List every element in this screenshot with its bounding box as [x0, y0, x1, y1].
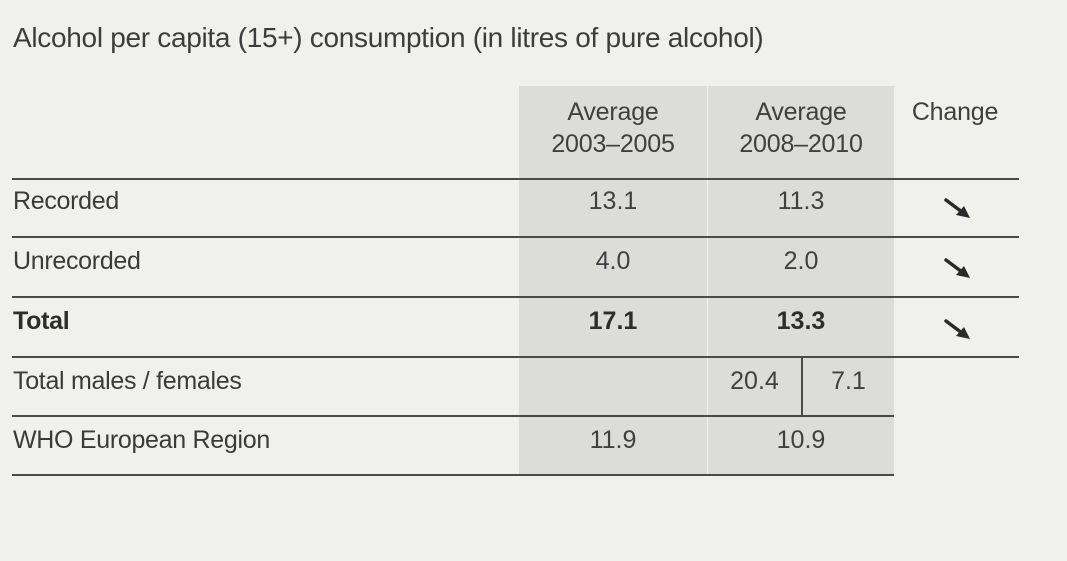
page-title: Alcohol per capita (15+) consumption (in… [13, 22, 764, 53]
row-label: WHO European Region [13, 426, 270, 454]
value-males: 20.4 [730, 367, 779, 395]
column-shade-2003-2005 [519, 86, 707, 476]
value-2008-2010: 2.0 [783, 247, 819, 275]
row-label: Recorded [13, 187, 119, 215]
value-females: 7.1 [831, 367, 866, 395]
down-right-arrow-icon [940, 317, 980, 350]
down-right-arrow-icon [940, 256, 980, 289]
rule-total [12, 356, 1019, 358]
row-label: Total [13, 307, 70, 335]
rule-who [12, 474, 894, 476]
rule-recorded [12, 236, 1019, 238]
rule-unrecorded [12, 296, 1019, 298]
header-average-2003-2005: Average 2003–2005 [551, 98, 675, 158]
header-change: Change [911, 98, 999, 126]
row-label: Unrecorded [13, 247, 141, 275]
value-2008-2010: 10.9 [776, 426, 826, 454]
value-2003-2005: 17.1 [588, 307, 638, 335]
down-right-arrow-icon [940, 196, 980, 229]
value-2003-2005: 4.0 [595, 247, 631, 275]
value-2003-2005: 11.9 [589, 426, 637, 454]
rule-males-females [12, 415, 894, 417]
row-label: Total males / females [13, 367, 242, 395]
rule-header [12, 178, 1019, 180]
value-2003-2005: 13.1 [588, 187, 638, 215]
header-average-2008-2010: Average 2008–2010 [739, 98, 863, 158]
males-females-divider [801, 358, 803, 416]
value-2008-2010: 13.3 [776, 307, 826, 335]
value-2008-2010: 11.3 [777, 187, 825, 215]
